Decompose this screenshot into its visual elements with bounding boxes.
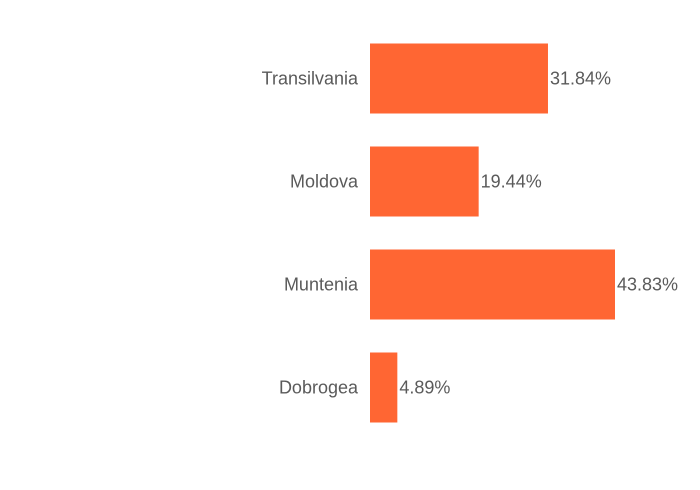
value-label-transilvania: 31.84% — [550, 69, 611, 89]
bars-group — [370, 43, 615, 423]
category-label-moldova: Moldova — [290, 172, 359, 192]
category-label-transilvania: Transilvania — [262, 69, 359, 89]
bar-transilvania — [370, 43, 548, 114]
bar-dobrogea — [370, 352, 398, 423]
value-label-moldova: 19.44% — [481, 172, 542, 192]
labels-group: Transilvania 31.84% Moldova 19.44% Muntenia 4… — [262, 69, 678, 398]
value-label-dobrogea: 4.89% — [399, 378, 450, 398]
value-label-muntenia: 43.83% — [617, 275, 678, 295]
bar-moldova — [370, 146, 479, 217]
bar-muntenia — [370, 249, 615, 320]
category-label-dobrogea: Dobrogea — [279, 378, 359, 398]
category-label-muntenia: Muntenia — [284, 275, 359, 295]
